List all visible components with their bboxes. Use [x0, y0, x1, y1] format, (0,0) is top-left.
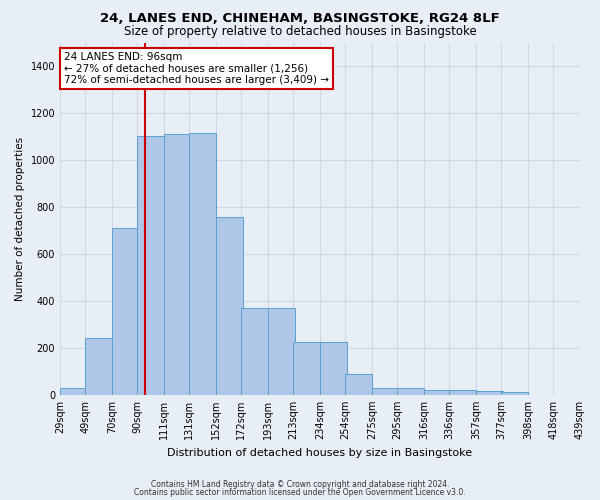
Bar — [164, 134, 191, 395]
Bar — [216, 218, 242, 395]
Bar — [502, 392, 528, 395]
Text: Contains HM Land Registry data © Crown copyright and database right 2024.: Contains HM Land Registry data © Crown c… — [151, 480, 449, 489]
Bar — [449, 390, 476, 395]
X-axis label: Distribution of detached houses by size in Basingstoke: Distribution of detached houses by size … — [167, 448, 473, 458]
Y-axis label: Number of detached properties: Number of detached properties — [15, 136, 25, 300]
Text: Size of property relative to detached houses in Basingstoke: Size of property relative to detached ho… — [124, 25, 476, 38]
Bar — [112, 228, 139, 395]
Bar — [241, 308, 268, 395]
Bar — [476, 392, 503, 395]
Bar — [60, 388, 86, 395]
Bar — [190, 133, 216, 395]
Bar — [320, 342, 347, 395]
Bar — [293, 342, 320, 395]
Bar — [424, 390, 451, 395]
Bar — [397, 388, 424, 395]
Bar — [137, 136, 164, 395]
Bar — [372, 388, 398, 395]
Text: Contains public sector information licensed under the Open Government Licence v3: Contains public sector information licen… — [134, 488, 466, 497]
Text: 24, LANES END, CHINEHAM, BASINGSTOKE, RG24 8LF: 24, LANES END, CHINEHAM, BASINGSTOKE, RG… — [100, 12, 500, 26]
Bar — [268, 308, 295, 395]
Bar — [85, 338, 112, 395]
Bar — [346, 374, 372, 395]
Text: 24 LANES END: 96sqm
← 27% of detached houses are smaller (1,256)
72% of semi-det: 24 LANES END: 96sqm ← 27% of detached ho… — [64, 52, 329, 85]
